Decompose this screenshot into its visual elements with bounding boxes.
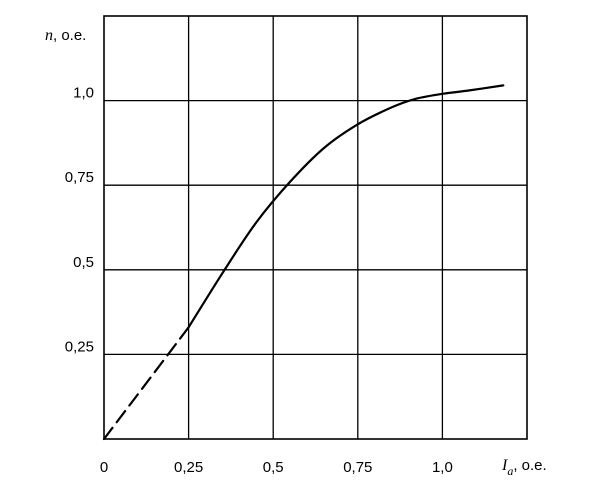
tick-labels: 0 0,25 0,5 0,75 1,0 0,25 0,5 0,75 1,0 xyxy=(65,85,453,476)
y-tick-label: 1,0 xyxy=(73,85,94,102)
series-layer xyxy=(102,84,505,441)
x-axis-unit: , о.е. xyxy=(513,457,546,474)
y-axis-label: n, о.е. xyxy=(45,27,86,44)
y-axis-unit: , о.е. xyxy=(53,27,86,44)
x-axis-sub: a xyxy=(507,464,513,478)
y-tick-label: 0,75 xyxy=(65,169,94,186)
series-line-dashed xyxy=(102,326,190,441)
x-tick-label: 0,5 xyxy=(263,459,284,476)
y-tick-label: 0,5 xyxy=(73,254,94,271)
series-line-solid xyxy=(187,84,505,329)
plot-border xyxy=(103,15,528,440)
x-tick-label: 0,75 xyxy=(343,459,372,476)
grid xyxy=(104,16,527,439)
x-tick-label: 0,25 xyxy=(174,459,203,476)
x-axis-label: Ia, о.е. xyxy=(501,457,547,478)
x-tick-label: 0 xyxy=(100,459,108,476)
x-axis-var: I xyxy=(501,457,508,474)
y-axis-var: n xyxy=(45,27,53,44)
y-tick-label: 0,25 xyxy=(65,338,94,355)
plot-frame xyxy=(103,15,528,440)
x-tick-label: 1,0 xyxy=(432,459,453,476)
